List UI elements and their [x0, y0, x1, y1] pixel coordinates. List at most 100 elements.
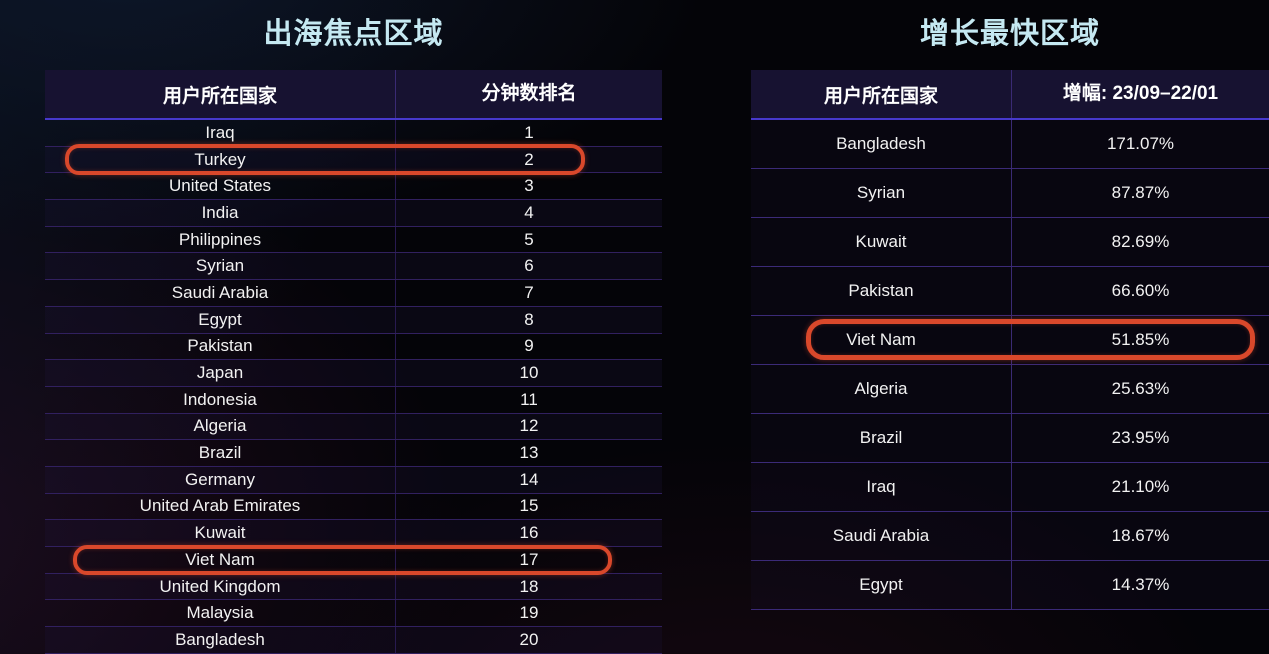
- column-header-growth: 增幅: 23/09–22/01: [1011, 70, 1269, 118]
- table-row: United States 3: [45, 173, 662, 201]
- table-row: United Arab Emirates 15: [45, 493, 662, 521]
- table-row: Egypt 14.37%: [751, 561, 1269, 610]
- focus-regions-table: 用户所在国家 分钟数排名 Iraq 1 Turkey 2 United States 3 I…: [45, 70, 662, 654]
- table-row: Indonesia 11: [45, 386, 662, 414]
- value-cell: 19: [395, 600, 662, 627]
- table-row: Kuwait 16: [45, 520, 662, 547]
- table-row: Germany 14: [45, 466, 662, 494]
- country-cell: Germany: [185, 469, 255, 489]
- value-cell: 10: [395, 360, 662, 386]
- country-cell: Saudi Arabia: [171, 282, 269, 302]
- left-panel-title: 出海焦点区域: [263, 18, 444, 50]
- country-cell: Viet Nam: [185, 549, 255, 569]
- table-row: Saudi Arabia 18.67%: [751, 512, 1269, 561]
- value-cell: 11: [395, 386, 662, 413]
- value-cell: 82.69%: [1011, 218, 1269, 266]
- value-cell: 18: [395, 573, 662, 600]
- table-row: Brazil 13: [45, 440, 662, 467]
- table-body: Bangladesh 171.07% Syrian 87.87% Kuwait 82.69…: [751, 120, 1269, 610]
- country-cell: Brazil: [859, 428, 903, 447]
- value-cell: 3: [395, 173, 662, 200]
- value-cell: 13: [395, 440, 662, 466]
- country-cell: Brazil: [198, 443, 242, 463]
- table-row-highlighted: Viet Nam 51.85%: [751, 316, 1269, 365]
- country-cell: Philippines: [178, 229, 262, 249]
- value-cell: 5: [395, 226, 662, 253]
- country-cell: Algeria: [193, 416, 247, 436]
- value-cell: 20: [395, 627, 662, 653]
- value-cell: 66.60%: [1011, 267, 1269, 315]
- table-row: Iraq 1: [45, 120, 662, 147]
- value-cell: 7: [395, 280, 662, 306]
- country-cell: Kuwait: [194, 523, 246, 543]
- table-row: Algeria 12: [45, 413, 662, 441]
- country-cell: Egypt: [198, 309, 242, 329]
- country-cell: Bangladesh: [836, 134, 926, 153]
- value-cell: 6: [395, 253, 662, 280]
- table-row: India 4: [45, 200, 662, 227]
- table-row: Iraq 21.10%: [751, 463, 1269, 512]
- country-cell: Indonesia: [183, 389, 257, 409]
- value-cell: 51.85%: [1011, 316, 1269, 364]
- table-row: Malaysia 19: [45, 600, 662, 628]
- country-cell: Malaysia: [186, 603, 254, 623]
- table-row: Syrian 6: [45, 253, 662, 281]
- country-cell: Egypt: [859, 575, 903, 594]
- country-cell: Iraq: [866, 477, 896, 496]
- value-cell: 2: [395, 146, 662, 173]
- country-cell: Syrian: [856, 183, 906, 202]
- value-cell: 9: [395, 333, 662, 360]
- country-cell: Algeria: [854, 379, 908, 398]
- country-cell: Japan: [196, 363, 244, 383]
- value-cell: 171.07%: [1011, 120, 1269, 168]
- table-body: Iraq 1 Turkey 2 United States 3 India 4 Philippi…: [45, 120, 662, 654]
- country-cell: Syrian: [195, 256, 245, 276]
- value-cell: 23.95%: [1011, 414, 1269, 462]
- column-header-minutes-rank: 分钟数排名: [395, 70, 662, 118]
- value-cell: 21.10%: [1011, 463, 1269, 511]
- country-cell: Pakistan: [848, 281, 914, 300]
- value-cell: 1: [395, 120, 662, 146]
- table-row: Japan 10: [45, 360, 662, 387]
- table-row: Saudi Arabia 7: [45, 280, 662, 307]
- country-cell: United Kingdom: [159, 576, 281, 596]
- value-cell: 18.67%: [1011, 512, 1269, 560]
- country-cell: Saudi Arabia: [832, 526, 930, 545]
- value-cell: 15: [395, 493, 662, 520]
- table-row: Syrian 87.87%: [751, 169, 1269, 218]
- value-cell: 14.37%: [1011, 561, 1269, 609]
- table-row: Bangladesh 20: [45, 627, 662, 654]
- table-header-row: 用户所在国家 增幅: 23/09–22/01: [751, 70, 1269, 120]
- country-cell: Viet Nam: [846, 330, 916, 349]
- value-cell: 17: [395, 547, 662, 573]
- country-cell: Kuwait: [855, 232, 907, 251]
- table-row: Pakistan 9: [45, 333, 662, 361]
- column-header-country: 用户所在国家: [162, 85, 277, 107]
- country-cell: India: [201, 202, 239, 222]
- table-row: United Kingdom 18: [45, 573, 662, 601]
- table-row: Egypt 8: [45, 306, 662, 334]
- value-cell: 14: [395, 466, 662, 493]
- table-row: Pakistan 66.60%: [751, 267, 1269, 316]
- country-cell: Pakistan: [187, 336, 253, 356]
- value-cell: 25.63%: [1011, 365, 1269, 413]
- country-cell: Turkey: [194, 149, 246, 169]
- value-cell: 8: [395, 306, 662, 333]
- table-row: Brazil 23.95%: [751, 414, 1269, 463]
- country-cell: United Arab Emirates: [139, 496, 301, 516]
- country-cell: Bangladesh: [175, 629, 265, 649]
- value-cell: 16: [395, 520, 662, 546]
- table-row-highlighted: Viet Nam 17: [45, 547, 662, 574]
- right-panel-title: 增长最快区域: [919, 18, 1100, 50]
- country-cell: United States: [168, 176, 272, 196]
- table-row: Philippines 5: [45, 226, 662, 254]
- table-row: Kuwait 82.69%: [751, 218, 1269, 267]
- column-header-country: 用户所在国家: [823, 85, 938, 107]
- table-row: Bangladesh 171.07%: [751, 120, 1269, 169]
- table-row-highlighted: Turkey 2: [45, 146, 662, 174]
- value-cell: 12: [395, 413, 662, 440]
- table-row: Algeria 25.63%: [751, 365, 1269, 414]
- value-cell: 87.87%: [1011, 169, 1269, 217]
- country-cell: Iraq: [205, 122, 235, 142]
